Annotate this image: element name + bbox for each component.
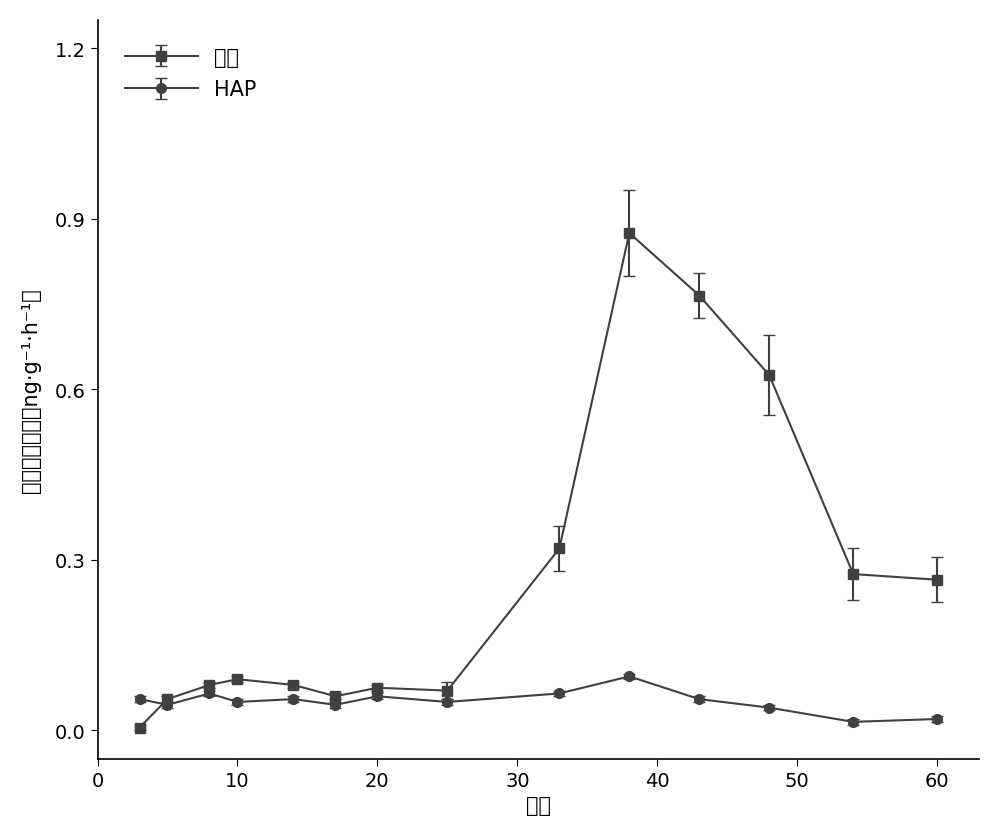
Legend: 对照, HAP: 对照, HAP [108, 31, 273, 117]
Y-axis label: 氧化亚氮速率（ng·g⁻¹·h⁻¹）: 氧化亚氮速率（ng·g⁻¹·h⁻¹） [21, 288, 41, 492]
X-axis label: 天数: 天数 [526, 795, 551, 815]
